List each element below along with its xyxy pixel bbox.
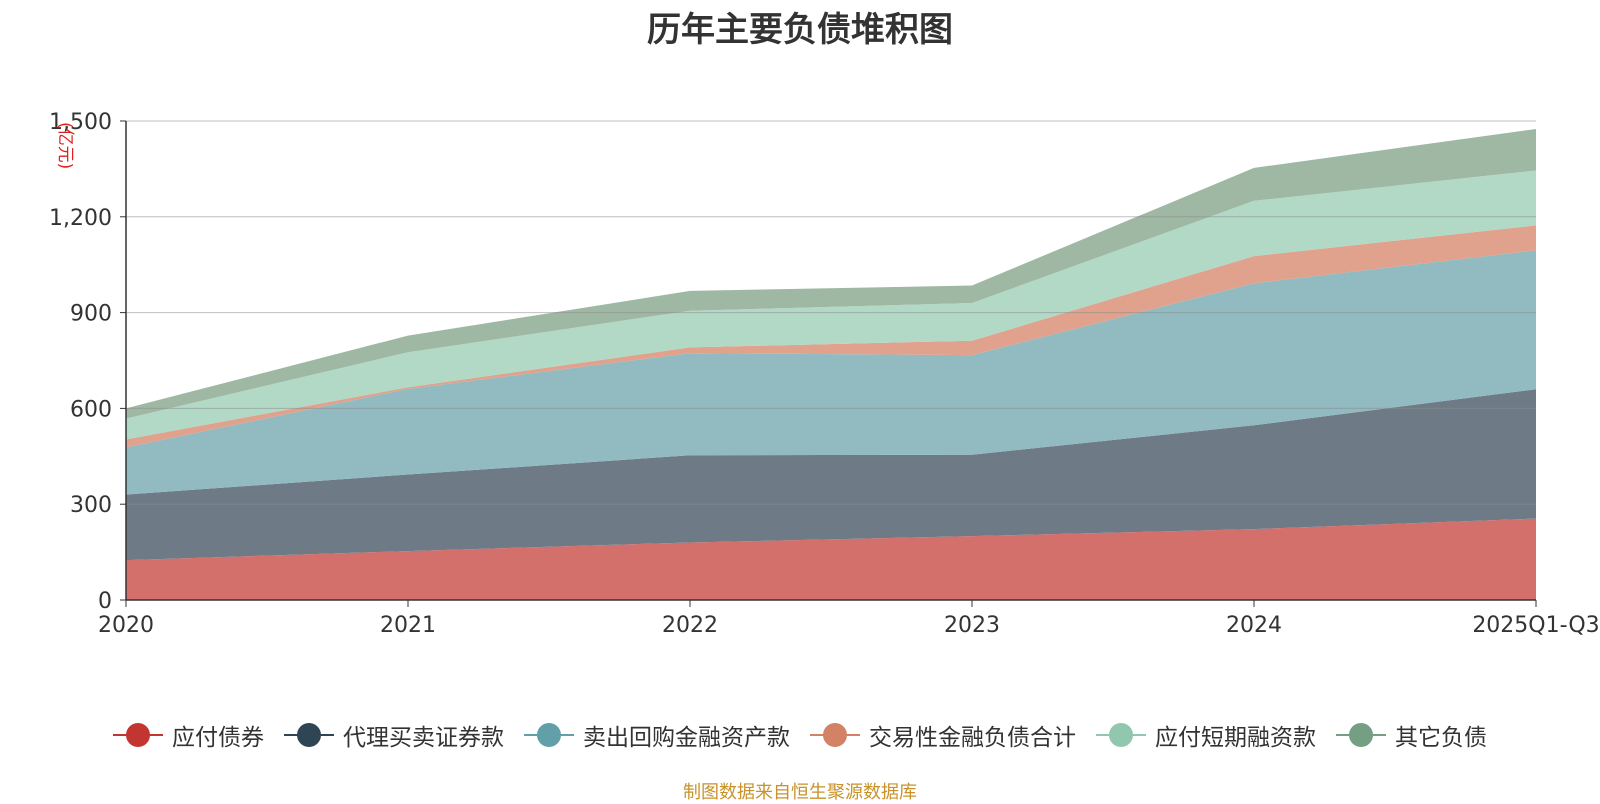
legend-dot-icon [126,723,150,747]
legend-dot-icon [823,723,847,747]
legend-marker-icon [810,723,860,747]
legend-item-3[interactable]: 交易性金融负债合计 [810,718,1076,752]
legend-dot-icon [1349,723,1373,747]
legend-label: 其它负债 [1395,725,1487,751]
area-series-2 [126,250,1536,495]
legend-marker-icon [113,723,163,747]
legend-marker-icon [1096,723,1146,747]
x-tick-label: 2023 [944,613,1000,638]
area-series-5 [126,129,1536,419]
legend-item-0[interactable]: 应付债券 [113,718,264,752]
x-tick-label: 2022 [662,613,718,638]
legend-dot-icon [297,723,321,747]
legend-marker-icon [1336,723,1386,747]
y-tick-label: 0 [98,589,112,614]
legend: 应付债券 代理买卖证券款 卖出回购金融资产款 交易性金融负债合计 应付短期融资款 其它负债 [0,718,1600,752]
y-tick-label: 1,200 [49,206,112,231]
legend-label: 代理买卖证券款 [343,725,504,751]
y-tick-label: 600 [70,397,112,422]
area-series-4 [126,170,1536,440]
legend-label: 应付债券 [172,725,264,751]
legend-dot-icon [1109,723,1133,747]
chart-area: 0 300 600 900 1,200 1,500 2020 2021 2022 2023 2024… [49,110,1600,638]
legend-item-5[interactable]: 其它负债 [1336,718,1487,752]
source-note: 制图数据来自恒生聚源数据库 [683,782,917,803]
y-tick-label: 1,500 [49,110,112,135]
legend-label: 应付短期融资款 [1155,725,1316,751]
legend-marker-icon [284,723,334,747]
y-tick-label: 900 [70,302,112,327]
legend-dot-icon [537,723,561,747]
x-tick-label: 2025Q1-Q3 [1472,613,1599,638]
unit-label: (亿元) [55,122,75,169]
area-series-3 [126,225,1536,448]
legend-label: 卖出回购金融资产款 [583,725,790,751]
x-tick-label: 2021 [380,613,436,638]
legend-item-1[interactable]: 代理买卖证券款 [284,718,504,752]
area-series-0 [126,518,1536,600]
legend-item-2[interactable]: 卖出回购金融资产款 [524,718,790,752]
chart-title: 历年主要负债堆积图 [647,10,953,50]
y-tick-label: 300 [70,493,112,518]
x-tick-label: 2020 [98,613,154,638]
area-series-1 [126,389,1536,561]
legend-label: 交易性金融负债合计 [869,725,1076,751]
legend-marker-icon [524,723,574,747]
x-tick-label: 2024 [1226,613,1282,638]
legend-item-4[interactable]: 应付短期融资款 [1096,718,1316,752]
